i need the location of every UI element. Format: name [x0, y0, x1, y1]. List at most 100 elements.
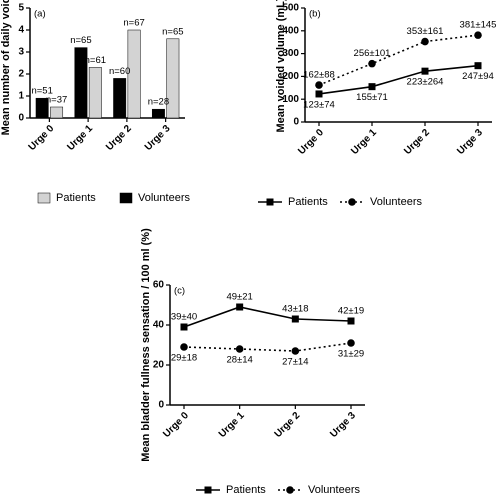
- y-tick-label: 3: [18, 47, 24, 58]
- legend-label: Patients: [288, 196, 328, 208]
- value-label: 28±14: [226, 355, 252, 366]
- bar: [74, 47, 88, 119]
- value-label: 353±161: [407, 26, 444, 37]
- y-tick-label: 2: [18, 69, 24, 80]
- bar: [88, 67, 102, 119]
- y-tick-label: 60: [153, 280, 165, 291]
- legend-label: Volunteers: [370, 196, 422, 208]
- y-tick-label: 0: [158, 400, 164, 411]
- bar-annotation: n=65: [70, 35, 91, 46]
- legend-swatch: [37, 192, 51, 204]
- x-tick-label: Urge 0: [27, 123, 57, 153]
- bar-annotation: n=67: [123, 18, 144, 29]
- y-tick-label: 400: [282, 25, 299, 36]
- marker: [204, 486, 212, 494]
- value-label: 43±18: [282, 304, 308, 315]
- marker: [235, 345, 244, 353]
- x-tick-label: Urge 2: [273, 410, 303, 440]
- bar-annotation: n=61: [85, 55, 106, 66]
- series-line: [318, 64, 479, 95]
- legend-label: Volunteers: [308, 484, 360, 496]
- marker: [315, 81, 323, 89]
- marker: [291, 347, 300, 355]
- y-tick-label: 100: [282, 94, 299, 105]
- marker: [347, 339, 355, 347]
- value-label: 39±40: [171, 312, 197, 323]
- y-tick-label: 5: [18, 3, 24, 14]
- series-line: [318, 34, 479, 86]
- y-tick-label: 500: [282, 3, 299, 14]
- value-label: 223±264: [407, 77, 444, 88]
- legend-label: Volunteers: [138, 192, 190, 204]
- y-axis-label: Mean voided volume (mL): [275, 0, 287, 133]
- marker: [291, 315, 299, 323]
- value-label: 155±71: [356, 92, 388, 103]
- x-tick-label: Urge 2: [402, 127, 432, 157]
- value-label: 256±101: [354, 48, 391, 59]
- y-tick-label: 40: [153, 320, 165, 331]
- marker: [180, 343, 188, 351]
- value-label: 42±19: [338, 306, 364, 317]
- value-label: 247±94: [462, 71, 494, 82]
- x-tick-label: Urge 1: [349, 127, 379, 157]
- y-axis-label: Mean number of daily voids: [0, 0, 12, 135]
- bar-annotation: n=60: [109, 66, 130, 77]
- legend-label: Patients: [226, 484, 266, 496]
- bar-annotation: n=51: [31, 86, 52, 97]
- bar-annotation: n=28: [148, 97, 169, 108]
- y-tick-label: 20: [153, 360, 165, 371]
- bar: [127, 29, 141, 119]
- panel-label: (a): [34, 9, 46, 20]
- marker: [474, 31, 482, 39]
- panel: (a) Mean number of daily voids 0 1 2 3 4 5 Urge …: [0, 0, 190, 204]
- panel: (c) Mean bladder fullness sensation / 100…: [140, 228, 365, 496]
- value-label: 162±88: [303, 70, 335, 81]
- bar: [166, 38, 180, 119]
- x-tick-label: Urge 3: [455, 127, 485, 157]
- value-label: 123±74: [303, 99, 335, 110]
- y-tick-label: 0: [18, 113, 24, 124]
- panel-label: (b): [309, 9, 321, 20]
- y-tick-label: 1: [18, 91, 24, 102]
- panel-label: (c): [174, 286, 185, 297]
- marker: [236, 303, 244, 311]
- marker: [180, 323, 188, 331]
- y-tick-label: 4: [18, 25, 24, 36]
- y-axis-label: Mean bladder fullness sensation / 100 ml…: [140, 228, 152, 462]
- value-label: 381±145: [460, 20, 497, 31]
- x-tick-label: Urge 2: [104, 123, 134, 153]
- x-tick-label: Urge 3: [328, 410, 358, 440]
- marker: [421, 67, 429, 75]
- bar: [113, 78, 127, 119]
- marker: [315, 90, 323, 98]
- bar: [50, 106, 64, 119]
- marker: [368, 83, 376, 91]
- value-label: 29±18: [171, 353, 197, 364]
- bar: [35, 97, 49, 119]
- bar: [151, 108, 165, 119]
- marker: [266, 198, 274, 206]
- x-tick-label: Urge 0: [161, 410, 191, 440]
- series-line: [183, 342, 352, 352]
- panel: (b) Mean voided volume (mL) 0 100 200 300 400 5…: [258, 0, 496, 208]
- marker: [474, 62, 482, 70]
- x-tick-label: Urge 1: [65, 123, 95, 153]
- legend-label: Patients: [56, 192, 96, 204]
- marker: [348, 198, 356, 206]
- marker: [286, 486, 294, 494]
- marker: [347, 317, 355, 325]
- x-tick-label: Urge 0: [296, 127, 326, 157]
- x-tick-label: Urge 3: [143, 123, 173, 153]
- bar-annotation: n=65: [162, 26, 183, 37]
- value-label: 27±14: [282, 357, 308, 368]
- bar-annotation: n=37: [46, 95, 67, 106]
- legend-swatch: [119, 192, 133, 204]
- y-tick-label: 300: [282, 48, 299, 59]
- y-tick-label: 0: [293, 117, 299, 128]
- value-label: 49±21: [226, 292, 252, 303]
- series-line: [183, 306, 352, 328]
- marker: [421, 37, 429, 46]
- marker: [368, 59, 376, 68]
- x-tick-label: Urge 1: [217, 410, 247, 440]
